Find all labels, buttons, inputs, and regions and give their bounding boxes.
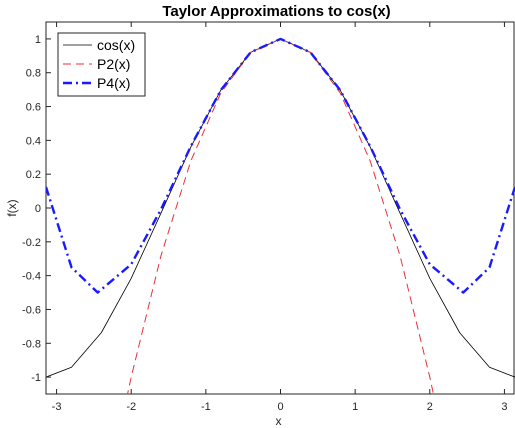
y-tick-label: -0.2 — [22, 237, 41, 249]
y-tick-label: -1 — [31, 372, 41, 384]
x-tick-label: -3 — [52, 401, 62, 413]
x-tick-label: -2 — [126, 401, 136, 413]
chart-title: Taylor Approximations to cos(x) — [162, 3, 390, 20]
y-tick-label: 0.2 — [26, 169, 41, 181]
x-tick-label: 2 — [427, 401, 433, 413]
legend-box — [57, 32, 146, 97]
legend-label: cos(x) — [97, 37, 135, 53]
y-tick-label: 0.8 — [26, 68, 41, 80]
y-tick-label: 1 — [35, 34, 41, 46]
x-axis-label: x — [276, 414, 282, 428]
x-tick-label: -1 — [201, 401, 211, 413]
y-tick-label: 0 — [35, 203, 41, 215]
y-axis-label: f(x) — [5, 199, 19, 216]
y-tick-label: 0.6 — [26, 102, 41, 114]
legend-label: P4(x) — [97, 75, 130, 91]
legend: cos(x) P2(x) P4(x) — [57, 32, 146, 97]
y-tick-label: -0.8 — [22, 338, 41, 350]
y-tick-label: -0.6 — [22, 304, 41, 316]
y-tick-label: 0.4 — [26, 135, 41, 147]
x-tick-label: 3 — [501, 401, 507, 413]
x-tick-label: 1 — [352, 401, 358, 413]
x-tick-label: 0 — [277, 401, 283, 413]
y-tick-label: -0.4 — [22, 271, 41, 283]
series-line-p4-x — [46, 37, 515, 294]
legend-label: P2(x) — [97, 56, 130, 72]
